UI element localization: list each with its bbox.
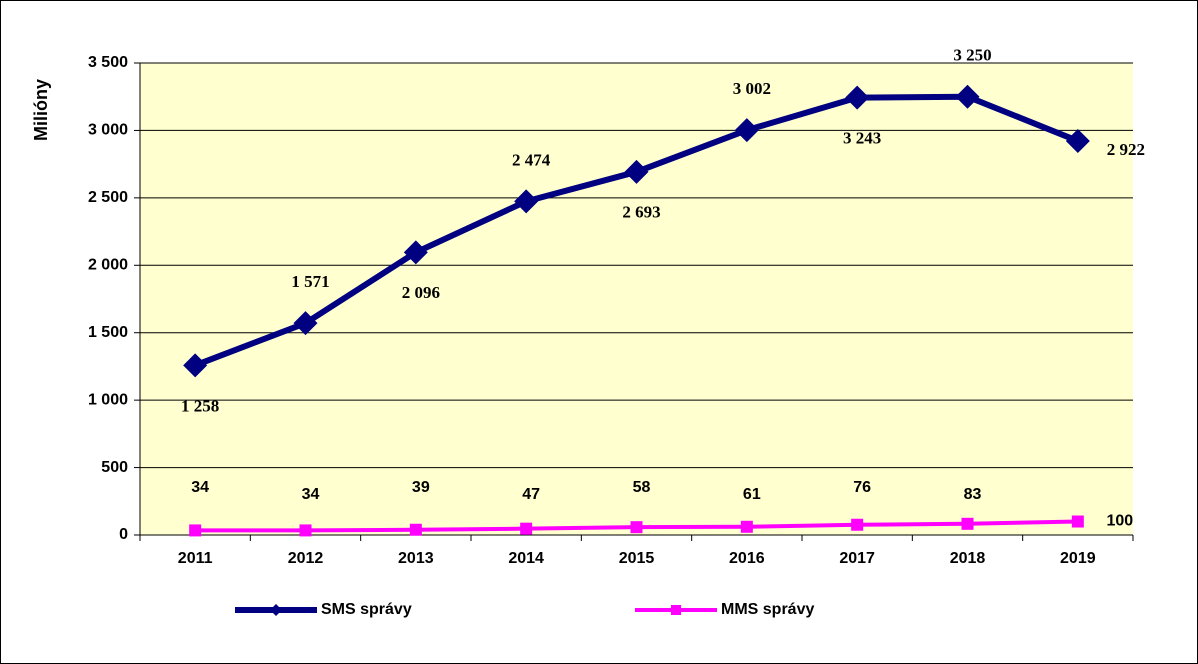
x-tick-label: 2012 bbox=[288, 550, 324, 567]
marker bbox=[961, 517, 974, 530]
marker bbox=[851, 518, 864, 531]
x-tick-label: 2017 bbox=[839, 550, 875, 567]
marker bbox=[955, 84, 980, 109]
y-axis-label: Milióny bbox=[31, 79, 51, 141]
legend-label: SMS správy bbox=[321, 601, 412, 618]
marker bbox=[293, 311, 318, 336]
y-tick-label: 3 500 bbox=[88, 54, 128, 71]
x-tick-label: 2014 bbox=[508, 550, 544, 567]
data-label: 58 bbox=[633, 479, 651, 496]
data-label: 2 096 bbox=[402, 283, 440, 302]
marker bbox=[520, 522, 533, 535]
data-label: 61 bbox=[743, 486, 761, 503]
marker bbox=[845, 85, 870, 110]
legend-label: MMS správy bbox=[721, 601, 814, 618]
x-tick-label: 2018 bbox=[950, 550, 986, 567]
data-label: 47 bbox=[522, 486, 540, 503]
data-label: 34 bbox=[191, 479, 209, 496]
legend-marker bbox=[671, 605, 681, 615]
y-tick-label: 2 500 bbox=[88, 189, 128, 206]
data-label: 3 002 bbox=[733, 79, 771, 98]
marker bbox=[514, 189, 539, 214]
plot-area bbox=[140, 63, 1133, 535]
x-tick-label: 2011 bbox=[178, 550, 213, 567]
y-tick-label: 1 500 bbox=[88, 324, 128, 341]
x-tick-label: 2016 bbox=[729, 550, 765, 567]
x-tick-label: 2019 bbox=[1060, 550, 1096, 567]
marker bbox=[630, 521, 643, 534]
x-tick-label: 2013 bbox=[398, 550, 434, 567]
data-label: 3 250 bbox=[953, 46, 991, 65]
x-tick-label: 2015 bbox=[619, 550, 655, 567]
marker bbox=[624, 159, 649, 184]
marker bbox=[1071, 515, 1084, 528]
y-tick-label: 1 000 bbox=[88, 391, 128, 408]
marker bbox=[189, 524, 202, 537]
y-tick-label: 2 000 bbox=[88, 257, 128, 274]
marker bbox=[403, 240, 428, 265]
data-label: 76 bbox=[853, 479, 871, 496]
data-label: 3 243 bbox=[843, 129, 881, 148]
data-label: 83 bbox=[964, 486, 982, 503]
data-label: 100 bbox=[1106, 513, 1133, 530]
y-tick-label: 500 bbox=[101, 459, 128, 476]
data-label: 1 571 bbox=[291, 272, 329, 291]
marker bbox=[734, 118, 759, 143]
marker bbox=[183, 353, 208, 378]
marker bbox=[1065, 128, 1090, 153]
marker bbox=[409, 523, 422, 536]
marker bbox=[740, 520, 753, 533]
y-tick-label: 0 bbox=[119, 526, 128, 543]
data-label: 39 bbox=[412, 479, 430, 496]
data-label: 2 693 bbox=[622, 203, 660, 222]
data-label: 2 922 bbox=[1107, 140, 1145, 159]
y-tick-label: 3 000 bbox=[88, 122, 128, 139]
data-label: 1 258 bbox=[181, 396, 219, 415]
marker bbox=[299, 524, 312, 537]
legend-marker bbox=[270, 604, 282, 616]
data-label: 34 bbox=[302, 486, 320, 503]
data-label: 2 474 bbox=[512, 150, 551, 169]
